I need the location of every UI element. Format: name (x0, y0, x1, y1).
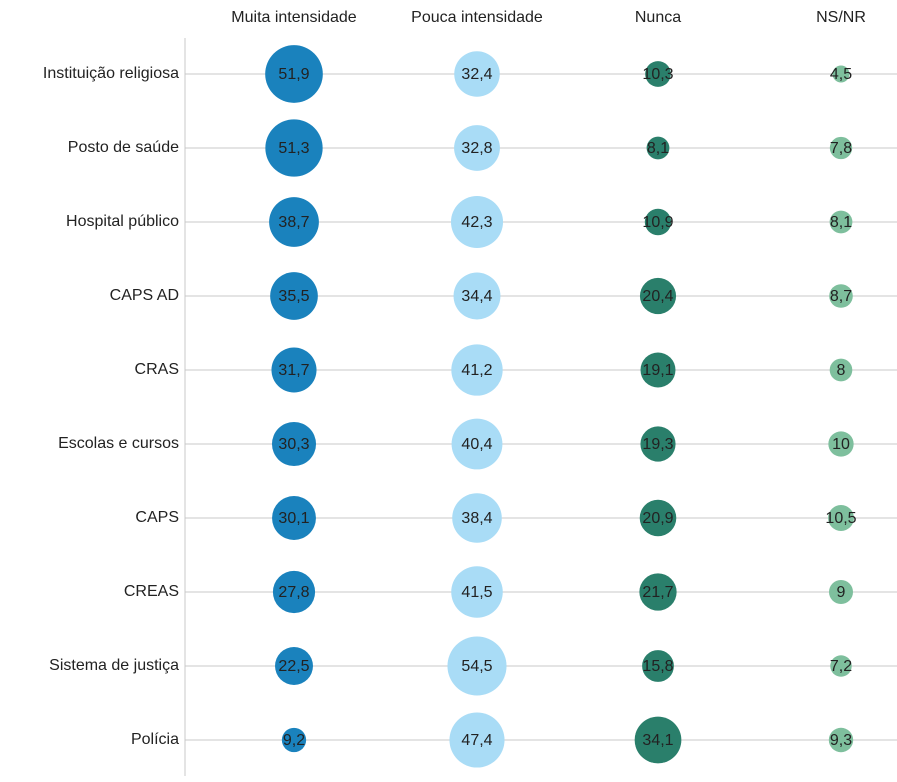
value-label: 54,5 (461, 658, 492, 675)
bubble (829, 580, 853, 604)
value-label: 38,7 (278, 214, 309, 231)
row-label: Sistema de justiça (49, 657, 179, 674)
bubble (634, 716, 682, 764)
value-label: 30,1 (278, 510, 309, 527)
bubble (275, 647, 313, 685)
value-label: 10,5 (825, 510, 856, 527)
value-label: 19,1 (642, 362, 673, 379)
bubble (271, 421, 317, 467)
bubble (829, 210, 853, 234)
column-header: Pouca intensidade (411, 9, 543, 26)
row-label: CAPS AD (110, 287, 179, 304)
bubble (454, 51, 500, 97)
value-label: 7,2 (830, 658, 852, 675)
column-header: Nunca (635, 9, 681, 26)
value-label: 10,9 (642, 214, 673, 231)
bubble (829, 136, 853, 160)
bubble (272, 570, 316, 614)
value-label: 34,1 (642, 732, 673, 749)
bubble (642, 650, 674, 682)
bubble (447, 636, 507, 696)
row-label: CAPS (135, 509, 179, 526)
row-label: Polícia (131, 731, 179, 748)
row-label: CREAS (124, 583, 179, 600)
row-label: Instituição religiosa (43, 65, 179, 82)
bubble (640, 426, 676, 462)
value-label: 19,3 (642, 436, 673, 453)
row-label: Escolas e cursos (58, 435, 179, 452)
bubble (452, 493, 502, 543)
bubble (270, 272, 318, 320)
bubble (271, 347, 317, 393)
value-label: 41,5 (461, 584, 492, 601)
value-label: 8,1 (647, 140, 669, 157)
value-label: 9 (837, 584, 846, 601)
bubble (639, 277, 677, 315)
bubble (830, 655, 852, 677)
bubble (454, 125, 500, 171)
bubble (449, 712, 505, 768)
value-label: 7,8 (830, 140, 852, 157)
bubble (451, 344, 503, 396)
value-label: 40,4 (461, 436, 492, 453)
bubble (639, 573, 677, 611)
bubble (265, 45, 323, 103)
value-label: 20,4 (642, 288, 673, 305)
bubble (640, 352, 676, 388)
value-label: 51,3 (278, 140, 309, 157)
value-label: 10,3 (642, 66, 673, 83)
value-label: 31,7 (278, 362, 309, 379)
value-label: 32,4 (461, 66, 492, 83)
value-label: 30,3 (278, 436, 309, 453)
value-label: 41,2 (461, 362, 492, 379)
value-label: 10 (832, 436, 850, 453)
value-label: 27,8 (278, 584, 309, 601)
bubble (450, 195, 504, 249)
bubble (645, 61, 671, 87)
bubble (281, 727, 307, 753)
row-label: Hospital público (66, 213, 179, 230)
bubble (829, 358, 853, 382)
bubble (272, 496, 316, 540)
value-label: 47,4 (461, 732, 492, 749)
bubble (828, 727, 854, 753)
value-label: 8,1 (830, 214, 852, 231)
bubble (451, 418, 503, 470)
row-label: Posto de saúde (68, 139, 179, 156)
bubble (828, 505, 854, 531)
value-label: 34,4 (461, 288, 492, 305)
value-label: 4,5 (830, 66, 852, 83)
column-header: Muita intensidade (231, 9, 357, 26)
bubble (644, 208, 672, 236)
bubble (451, 566, 503, 618)
value-label: 22,5 (278, 658, 309, 675)
value-label: 38,4 (461, 510, 492, 527)
value-label: 32,8 (461, 140, 492, 157)
bubble (639, 499, 677, 537)
value-label: 8 (837, 362, 846, 379)
bubble (265, 119, 323, 177)
bubble (832, 65, 850, 83)
value-label: 9,2 (283, 732, 305, 749)
value-label: 51,9 (278, 66, 309, 83)
bubble (269, 197, 319, 247)
value-label: 15,8 (642, 658, 673, 675)
value-label: 42,3 (461, 214, 492, 231)
value-label: 20,9 (642, 510, 673, 527)
bubble (646, 136, 670, 160)
bubble (829, 284, 853, 308)
bubble (453, 272, 501, 320)
column-header: NS/NR (816, 9, 866, 26)
row-label: CRAS (135, 361, 179, 378)
value-label: 9,3 (830, 732, 852, 749)
bubble (828, 431, 854, 457)
value-label: 8,7 (830, 288, 852, 305)
value-label: 21,7 (642, 584, 673, 601)
value-label: 35,5 (278, 288, 309, 305)
